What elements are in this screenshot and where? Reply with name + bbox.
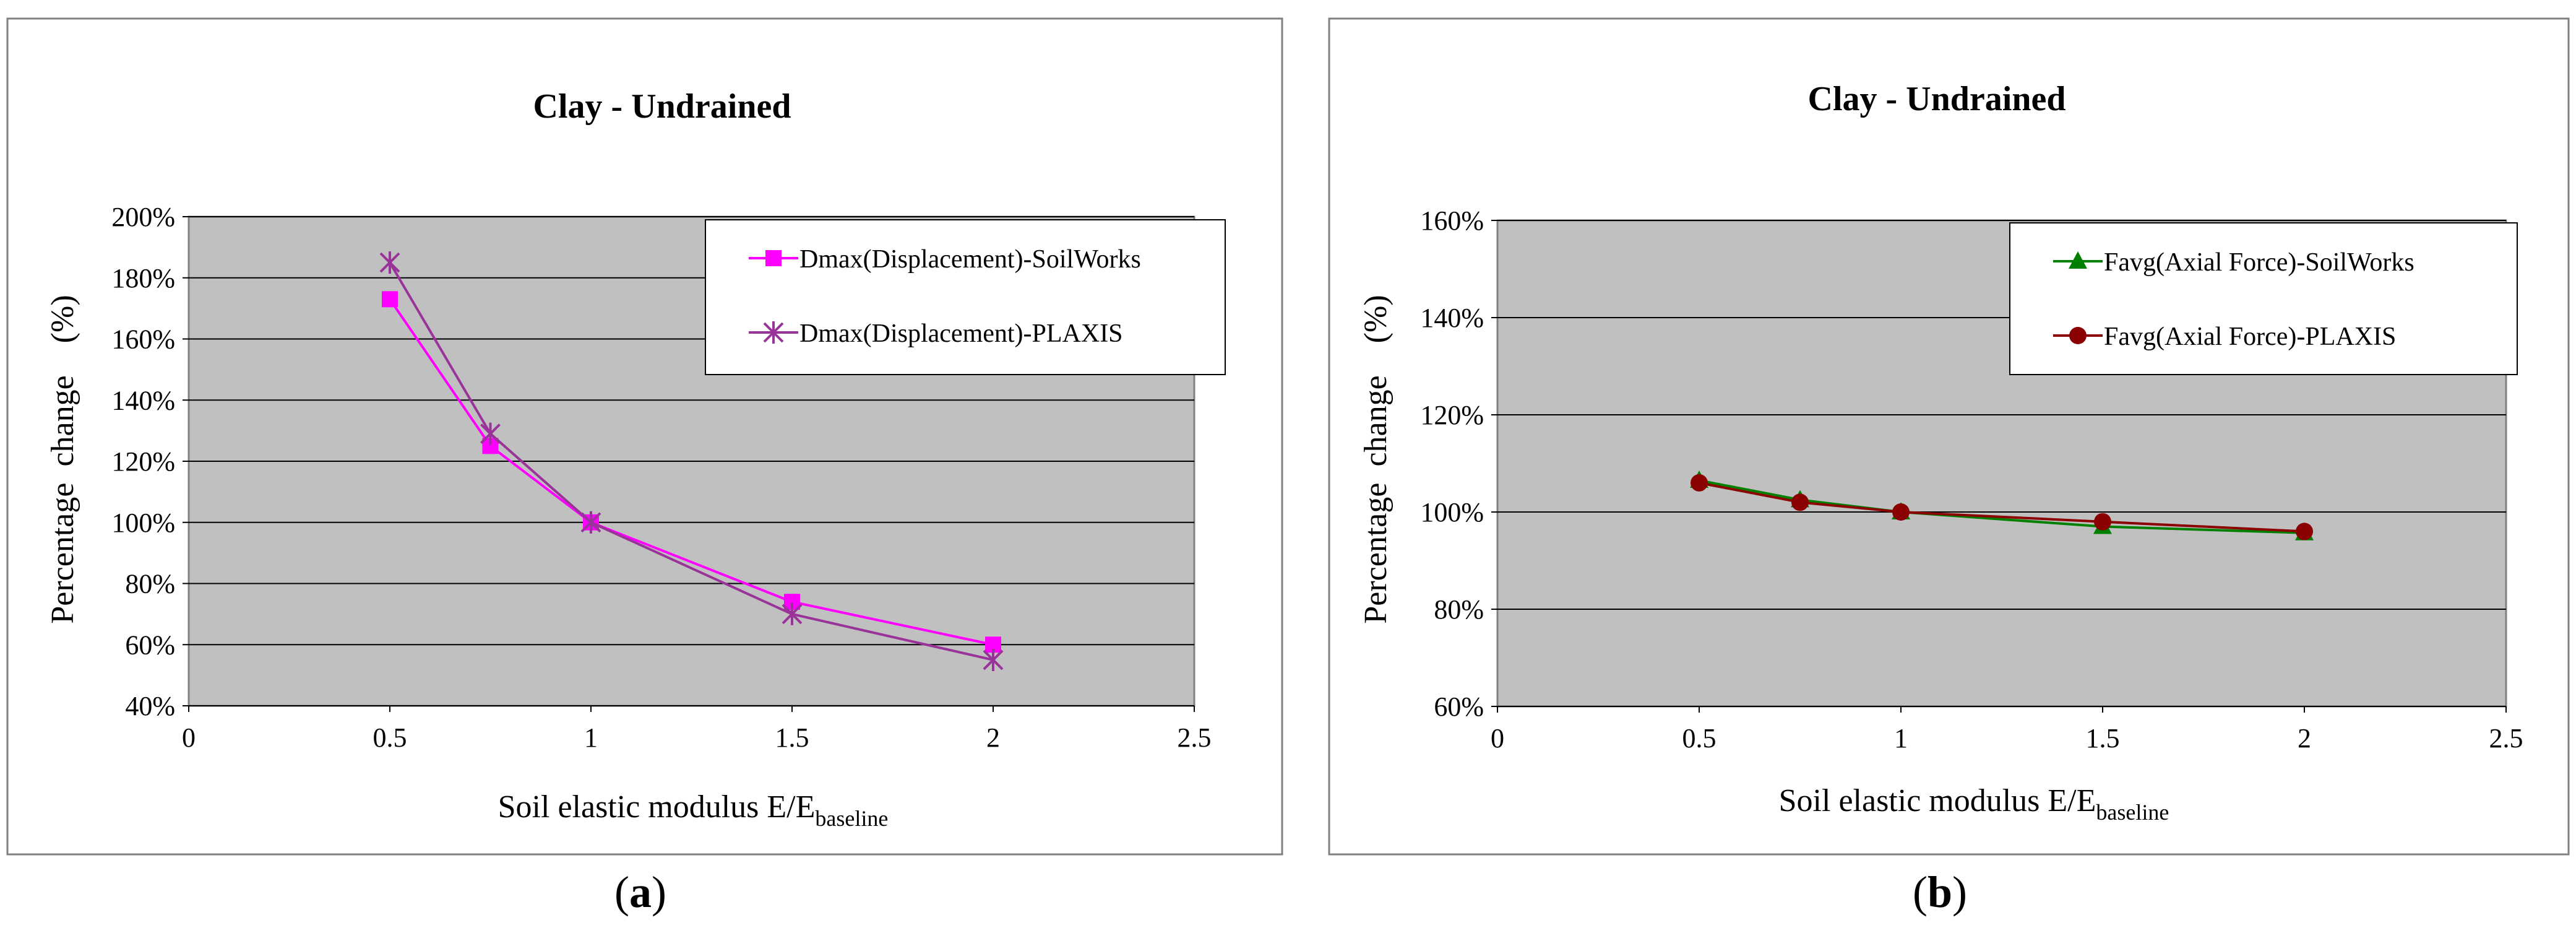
legend-box: [2009, 222, 2518, 375]
marker-square: [765, 250, 782, 266]
y-tick-label: 40%: [125, 691, 175, 721]
x-axis-label: Soil elastic modulus E/Ebaseline: [498, 789, 889, 831]
y-tick-label: 100%: [111, 508, 175, 538]
caption-b: (b): [1878, 867, 2002, 918]
y-tick-label: 180%: [111, 263, 175, 293]
marker-circle: [1892, 503, 1910, 521]
marker-square: [382, 291, 398, 308]
chart-title: Clay - Undrained: [1808, 80, 2066, 118]
circle-marker: [1791, 493, 1809, 511]
marker-circle: [2296, 523, 2313, 540]
marker-asterisk: [480, 422, 501, 445]
circle-marker: [2296, 523, 2313, 540]
y-tick-label: 60%: [125, 630, 175, 660]
caption-open: (: [1912, 867, 1928, 917]
y-tick-label: 140%: [1420, 303, 1484, 333]
x-axis-label-main: Soil elastic modulus E/E: [498, 789, 816, 825]
caption-letter: b: [1927, 867, 1953, 917]
square-marker: [382, 291, 398, 308]
caption-close: ): [1952, 867, 1967, 917]
marker-circle: [1791, 493, 1809, 511]
asterisk-marker: [782, 602, 803, 625]
y-tick-label: 120%: [111, 446, 175, 477]
chart-title: Clay - Undrained: [533, 87, 791, 126]
asterisk-marker: [580, 511, 601, 534]
y-tick-label: 140%: [111, 385, 175, 415]
caption-open: (: [614, 867, 629, 917]
x-tick-label: 0.5: [373, 723, 407, 753]
y-axis-label: Percentage change (%): [1358, 295, 1394, 623]
legend-label: Dmax(Displacement)-SoilWorks: [799, 245, 1141, 274]
y-tick-label: 160%: [1420, 206, 1484, 236]
circle-marker: [2069, 327, 2087, 344]
x-axis-label-subscript: baseline: [815, 806, 888, 831]
x-tick-label: 0: [182, 723, 196, 753]
x-tick-label: 1.5: [2086, 723, 2120, 753]
caption-letter: a: [629, 867, 652, 917]
x-axis-label-main: Soil elastic modulus E/E: [1779, 783, 2096, 818]
x-tick-label: 1: [1894, 723, 1908, 753]
asterisk-marker: [763, 321, 784, 344]
asterisk-marker: [379, 251, 400, 274]
y-tick-label: 100%: [1420, 497, 1484, 527]
y-tick-label: 80%: [125, 569, 175, 599]
x-tick-label: 1.5: [775, 723, 809, 753]
marker-circle: [2069, 327, 2087, 344]
marker-asterisk: [763, 321, 784, 344]
legend-label: Dmax(Displacement)-PLAXIS: [799, 319, 1123, 348]
y-tick-label: 80%: [1434, 594, 1484, 625]
chart-panel-b: Clay - Undrained 60% 80% 100% 120% 140% 160% 0…: [1328, 17, 2570, 856]
asterisk-marker: [480, 422, 501, 445]
x-tick-label: 0.5: [1682, 723, 1717, 753]
marker-asterisk: [580, 511, 601, 534]
caption-close: ): [652, 867, 666, 917]
marker-circle: [2094, 513, 2111, 531]
x-axis-label-subscript: baseline: [2096, 800, 2169, 825]
x-axis-label: Soil elastic modulus E/Ebaseline: [1779, 783, 2169, 825]
circle-marker: [1691, 474, 1708, 492]
circle-marker: [1892, 503, 1910, 521]
x-tick-label: 0: [1491, 723, 1504, 753]
legend: Favg(Axial Force)-SoilWorks Favg(Axial Fo…: [2009, 222, 2518, 375]
square-marker: [765, 250, 782, 266]
chart-panel-a: Clay - Undrained 40% 60% 80% 100% 120% 140% 16…: [6, 17, 1283, 856]
y-axis-label: Percentage change (%): [45, 295, 80, 623]
legend-label: Favg(Axial Force)-PLAXIS: [2104, 323, 2396, 351]
x-tick-label: 2: [2298, 723, 2311, 753]
marker-circle: [1691, 474, 1708, 492]
marker-asterisk: [782, 602, 803, 625]
y-tick-label: 200%: [111, 202, 175, 232]
asterisk-marker: [983, 648, 1004, 671]
legend-label: Favg(Axial Force)-SoilWorks: [2104, 248, 2414, 277]
circle-marker: [2094, 513, 2111, 531]
marker-triangle: [2069, 251, 2087, 269]
y-tick-label: 120%: [1420, 400, 1484, 430]
triangle-marker: [2069, 251, 2087, 269]
x-tick-label: 2: [986, 723, 1000, 753]
caption-a: (a): [579, 867, 702, 918]
legend-entry: Favg(Axial Force)-PLAXIS: [2053, 323, 2396, 351]
legend-entry: Dmax(Displacement)-SoilWorks: [749, 245, 1141, 274]
legend: Dmax(Displacement)-SoilWorks Dmax(Displac…: [705, 219, 1226, 375]
y-tick-label: 160%: [111, 324, 175, 355]
legend-entry: Favg(Axial Force)-SoilWorks: [2053, 248, 2414, 277]
marker-asterisk: [379, 251, 400, 274]
marker-asterisk: [983, 648, 1004, 671]
y-tick-label: 60%: [1434, 692, 1484, 722]
x-tick-label: 2.5: [1178, 723, 1212, 753]
x-tick-label: 2.5: [2489, 723, 2523, 753]
legend-entry: Dmax(Displacement)-PLAXIS: [749, 319, 1123, 348]
x-tick-label: 1: [584, 723, 598, 753]
legend-box: [705, 219, 1226, 375]
